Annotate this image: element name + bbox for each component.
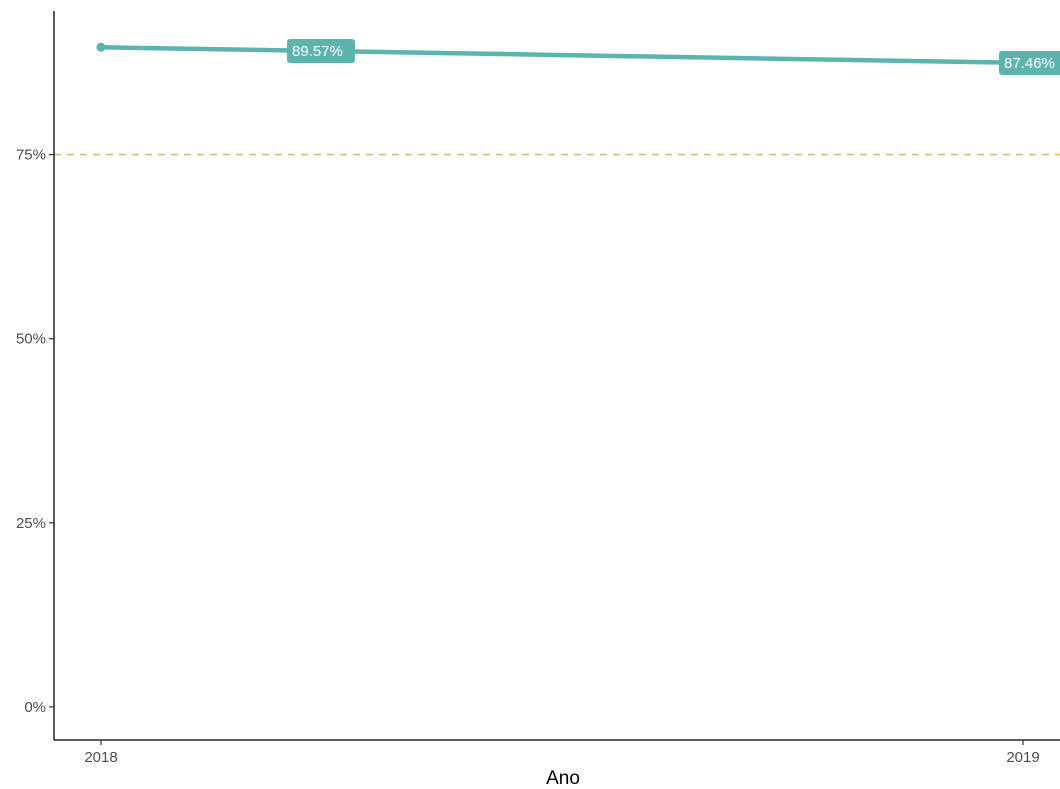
x-ticks: 2018 2019	[84, 740, 1040, 766]
y-tick-label: 50%	[16, 331, 46, 348]
y-tick-label: 75%	[16, 147, 46, 164]
y-ticks: 0% 25% 50% 75%	[16, 147, 54, 716]
y-tick-label: 0%	[24, 699, 46, 716]
data-label-box	[999, 51, 1060, 76]
data-label: 89.57%	[292, 43, 343, 60]
data-label-box	[287, 39, 355, 64]
series-line	[98, 45, 1026, 66]
axes-layer: 0% 25% 50% 75% 2018 2019 Ano	[16, 11, 1060, 789]
x-axis-title: Ano	[546, 768, 580, 789]
label-connector	[100, 46, 288, 50]
x-tick-label: 2019	[1006, 749, 1039, 766]
data-label: 87.46%	[1004, 55, 1055, 72]
y-tick-label: 25%	[16, 515, 46, 532]
series-layer	[96, 42, 1026, 66]
x-tick-label: 2018	[84, 749, 117, 766]
data-labels-layer: 89.57% 87.46%	[100, 39, 1060, 76]
